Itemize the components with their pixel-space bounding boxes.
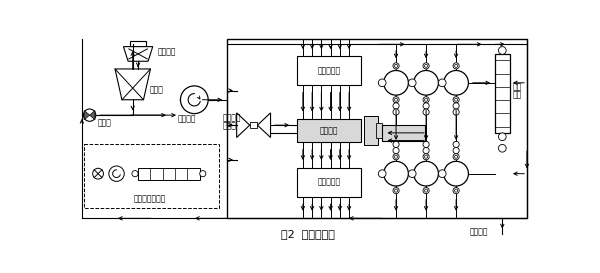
- Bar: [298, 56, 361, 85]
- Circle shape: [409, 170, 416, 177]
- Text: 冷器: 冷器: [513, 91, 523, 100]
- Circle shape: [393, 63, 399, 69]
- Circle shape: [379, 170, 386, 177]
- Bar: [364, 116, 377, 145]
- Circle shape: [393, 103, 399, 109]
- Circle shape: [455, 189, 458, 192]
- Text: 左动力八缸: 左动力八缸: [317, 178, 341, 187]
- Circle shape: [453, 109, 459, 115]
- Text: 恒温阀: 恒温阀: [98, 118, 112, 127]
- Text: 排气汇管: 排气汇管: [320, 126, 338, 135]
- Text: 夹套水泵: 夹套水泵: [178, 114, 196, 123]
- Circle shape: [181, 86, 208, 114]
- Bar: [130, 41, 146, 47]
- Bar: [298, 168, 361, 197]
- Circle shape: [379, 79, 386, 87]
- Circle shape: [109, 166, 124, 181]
- Circle shape: [453, 154, 459, 160]
- Circle shape: [499, 144, 506, 152]
- Circle shape: [423, 63, 429, 69]
- Bar: [138, 168, 200, 180]
- Circle shape: [499, 133, 506, 141]
- Circle shape: [393, 188, 399, 194]
- Circle shape: [395, 98, 398, 101]
- Text: 空冷器: 空冷器: [149, 85, 164, 94]
- Circle shape: [395, 155, 398, 158]
- Circle shape: [453, 188, 459, 194]
- Circle shape: [423, 188, 429, 194]
- Circle shape: [200, 171, 206, 177]
- Circle shape: [414, 70, 439, 95]
- Circle shape: [444, 161, 469, 186]
- Circle shape: [395, 64, 398, 67]
- Circle shape: [423, 109, 429, 115]
- Circle shape: [393, 109, 399, 115]
- Circle shape: [425, 189, 428, 192]
- Circle shape: [453, 97, 459, 103]
- Circle shape: [455, 64, 458, 67]
- Circle shape: [395, 189, 398, 192]
- Circle shape: [423, 154, 429, 160]
- Polygon shape: [89, 111, 95, 120]
- Circle shape: [439, 170, 446, 177]
- Circle shape: [453, 103, 459, 109]
- Text: 增压器: 增压器: [223, 121, 236, 130]
- Polygon shape: [115, 69, 151, 100]
- Circle shape: [132, 171, 138, 177]
- Circle shape: [423, 147, 429, 154]
- Text: 膨胀水箱: 膨胀水箱: [157, 48, 176, 57]
- Circle shape: [453, 63, 459, 69]
- Circle shape: [455, 98, 458, 101]
- Text: 右动力八缸: 右动力八缸: [317, 66, 341, 75]
- Polygon shape: [236, 113, 250, 138]
- Text: 冷却水预热系统: 冷却水预热系统: [133, 195, 166, 204]
- Circle shape: [384, 161, 409, 186]
- Circle shape: [393, 154, 399, 160]
- Circle shape: [393, 147, 399, 154]
- Circle shape: [414, 161, 439, 186]
- Circle shape: [453, 147, 459, 154]
- Circle shape: [393, 97, 399, 103]
- Circle shape: [425, 64, 428, 67]
- Circle shape: [393, 141, 399, 147]
- Circle shape: [453, 141, 459, 147]
- Circle shape: [409, 79, 416, 87]
- Circle shape: [499, 47, 506, 54]
- Text: 油水: 油水: [513, 82, 523, 91]
- Bar: [382, 125, 425, 141]
- Circle shape: [83, 109, 96, 121]
- Bar: [298, 119, 361, 142]
- Polygon shape: [257, 113, 271, 138]
- Circle shape: [444, 70, 469, 95]
- Circle shape: [423, 141, 429, 147]
- Circle shape: [455, 155, 458, 158]
- Circle shape: [423, 103, 429, 109]
- Circle shape: [384, 70, 409, 95]
- Text: 图2  夹套水流程: 图2 夹套水流程: [281, 230, 334, 239]
- Text: 涡轮膨胀: 涡轮膨胀: [223, 113, 241, 122]
- Bar: [227, 39, 527, 218]
- Polygon shape: [84, 111, 89, 120]
- Text: 低点排水: 低点排水: [469, 227, 488, 236]
- Circle shape: [92, 168, 103, 179]
- Bar: [250, 122, 257, 128]
- Polygon shape: [124, 47, 153, 61]
- Bar: [84, 144, 219, 207]
- Circle shape: [425, 155, 428, 158]
- Bar: [376, 123, 382, 138]
- Circle shape: [439, 79, 446, 87]
- Circle shape: [423, 97, 429, 103]
- Circle shape: [425, 98, 428, 101]
- Bar: [494, 54, 510, 133]
